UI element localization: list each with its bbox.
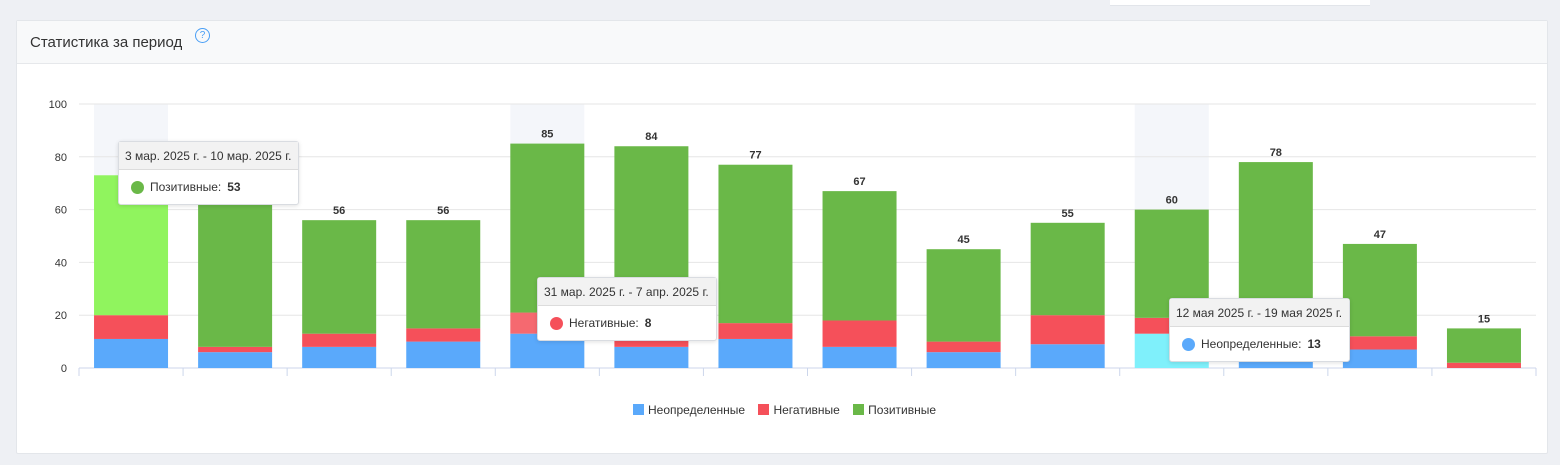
bar-segment <box>926 352 1001 368</box>
legend-item-positive[interactable]: Позитивные <box>853 403 936 417</box>
data-label: 55 <box>1062 208 1074 220</box>
tooltip-negative: 31 мар. 2025 г. - 7 апр. 2025 г. Негатив… <box>537 277 717 341</box>
bar-segment <box>718 323 793 339</box>
tooltip-undefined: 12 мая 2025 г. - 19 мая 2025 г. Неопреде… <box>1169 298 1351 362</box>
stacked-bar-chart: 0204060801007565685847767455560784715 <box>49 99 1537 376</box>
chart-legend: Неопределенные Негативные Позитивные <box>633 403 946 417</box>
data-label: 78 <box>1270 147 1282 159</box>
bar-segment <box>198 346 273 353</box>
legend-label: Позитивные <box>868 403 937 417</box>
data-label: 47 <box>1374 229 1386 241</box>
bar-segment <box>822 346 897 368</box>
bar-segment <box>1342 349 1417 368</box>
legend-label: Негативные <box>773 403 840 417</box>
statistics-panel: Статистика за период ? 02040608010075656… <box>16 20 1548 454</box>
bar-segment <box>198 352 273 368</box>
bar-segment <box>822 320 897 347</box>
top-strip <box>1370 0 1560 8</box>
tooltip-value: 53 <box>227 180 241 194</box>
bar-segment <box>406 220 481 329</box>
legend-item-undefined[interactable]: Неопределенные <box>633 403 745 417</box>
legend-swatch <box>853 404 865 415</box>
tooltip-positive: 3 мар. 2025 г. - 10 мар. 2025 г. Позитив… <box>118 141 300 205</box>
bar-segment <box>1030 315 1105 345</box>
bar-segment <box>302 333 377 347</box>
bar-segment <box>1030 344 1105 368</box>
tooltip-title: 12 мая 2025 г. - 19 мая 2025 г. <box>1170 299 1350 327</box>
tooltip-series: Позитивные: <box>150 180 222 194</box>
legend-label: Неопределенные <box>648 403 746 417</box>
tooltip-series: Негативные: <box>569 316 639 330</box>
data-label: 84 <box>645 131 658 143</box>
data-label: 45 <box>957 234 969 246</box>
data-label: 67 <box>853 176 865 188</box>
panel-title: Статистика за период <box>30 34 183 51</box>
bar-segment <box>406 328 481 342</box>
legend-item-negative[interactable]: Негативные <box>758 403 840 417</box>
tooltip-value: 13 <box>1307 337 1321 351</box>
y-tick-label: 40 <box>55 257 67 269</box>
data-label: 60 <box>1166 195 1178 207</box>
bar-segment <box>94 315 169 339</box>
bar-segment <box>1446 328 1521 363</box>
series-dot-icon <box>131 181 144 194</box>
y-tick-label: 80 <box>55 152 67 164</box>
series-dot-icon <box>1182 338 1195 351</box>
bar-segment <box>718 338 793 368</box>
y-tick-label: 60 <box>55 205 67 217</box>
bar-segment <box>718 164 793 324</box>
data-label: 85 <box>541 129 553 141</box>
bar-segment <box>198 185 273 347</box>
bar-segment <box>302 346 377 368</box>
bar-segment <box>406 341 481 368</box>
bar-segment <box>1342 243 1417 337</box>
data-label: 77 <box>749 150 761 162</box>
tooltip-title: 31 мар. 2025 г. - 7 апр. 2025 г. <box>538 278 716 306</box>
top-tab-strip <box>1110 0 1370 6</box>
bar-segment <box>926 341 1001 353</box>
question-circle-icon[interactable]: ? <box>195 28 210 43</box>
legend-swatch <box>633 404 644 415</box>
series-dot-icon <box>550 317 563 330</box>
tooltip-value: 8 <box>644 316 652 330</box>
panel-header: Статистика за период ? <box>17 21 1547 64</box>
bar-segment <box>1446 362 1521 368</box>
bar-segment <box>926 249 1001 342</box>
bar-segment <box>822 191 897 321</box>
bar-segment <box>1030 222 1105 316</box>
y-tick-label: 100 <box>49 99 67 111</box>
y-tick-label: 20 <box>55 310 67 322</box>
tooltip-series: Неопределенные: <box>1201 337 1302 351</box>
data-label: 15 <box>1478 313 1490 325</box>
y-tick-label: 0 <box>61 363 67 375</box>
data-label: 56 <box>333 205 345 217</box>
bar-segment <box>1342 336 1417 350</box>
data-label: 56 <box>437 205 449 217</box>
bar-segment <box>302 220 377 334</box>
bar-segment <box>614 346 689 368</box>
top-strip <box>0 0 1110 8</box>
bar-segment <box>94 338 169 368</box>
tooltip-title: 3 мар. 2025 г. - 10 мар. 2025 г. <box>119 142 299 170</box>
legend-swatch <box>758 404 770 415</box>
